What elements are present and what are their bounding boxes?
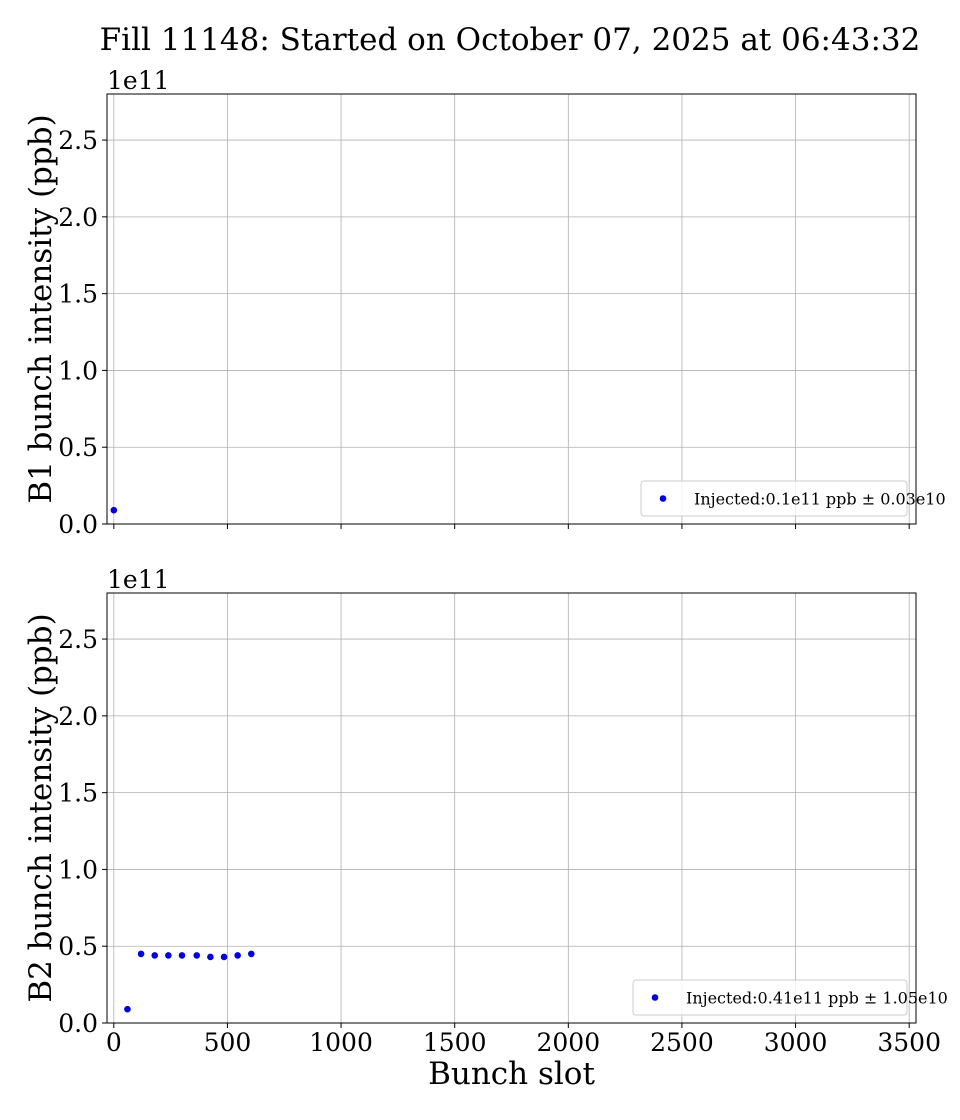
data-point xyxy=(165,952,172,959)
x-tick-label: 3500 xyxy=(877,1028,941,1057)
x-tick-label: 1000 xyxy=(309,1028,373,1057)
y-offset-text: 1e11 xyxy=(107,565,170,594)
y-tick-label: 0.5 xyxy=(58,433,98,462)
x-tick-label: 2000 xyxy=(536,1028,600,1057)
data-point xyxy=(151,952,159,959)
data-point xyxy=(220,953,228,961)
y-tick-label: 0.0 xyxy=(58,1009,98,1038)
y-tick-label: 2.0 xyxy=(58,203,98,232)
legend-box xyxy=(632,979,908,1016)
data-point xyxy=(234,952,241,959)
y-tick-label: 2.0 xyxy=(58,702,98,731)
data-point xyxy=(178,952,186,959)
data-point xyxy=(110,506,118,514)
y-axis-label: B1 bunch intensity (ppb) xyxy=(23,114,59,503)
x-tick-label: 1500 xyxy=(423,1028,487,1057)
data-point xyxy=(193,952,201,959)
legend-marker xyxy=(659,495,667,502)
x-axis-label: Bunch slot xyxy=(428,1056,595,1092)
y-tick-label: 1.0 xyxy=(58,855,98,884)
legend-label: Injected:0.41e11 ppb ± 1.05e10 xyxy=(686,989,948,1008)
y-tick-label: 1.0 xyxy=(58,356,98,385)
x-tick-label: 3000 xyxy=(764,1028,828,1057)
data-point xyxy=(137,950,145,958)
plot-area xyxy=(107,593,916,1023)
panel-b1: 0.0 0.5 1.0 1.5 2.0 2.5 1e11 B1 bunch intensity… xyxy=(23,66,946,539)
data-point xyxy=(124,1005,131,1013)
panel-b2: 0 500 1000 1500 2000 2500 3000 3500 0.0 0.5 1.0 1.5… xyxy=(23,565,948,1092)
y-offset-text: 1e11 xyxy=(107,66,170,95)
figure-title: Fill 11148: Started on October 07, 2025 … xyxy=(99,22,921,58)
axes-frame xyxy=(106,93,917,525)
data-point xyxy=(207,953,214,961)
x-tick-label: 0 xyxy=(106,1028,122,1057)
data-point xyxy=(248,950,255,958)
axes-frame xyxy=(106,592,917,1024)
legend-label: Injected:0.1e11 ppb ± 0.03e10 xyxy=(694,490,946,509)
y-tick-label: 1.5 xyxy=(58,280,98,309)
y-tick-label: 0.0 xyxy=(58,510,98,539)
plot-area xyxy=(107,94,916,524)
x-tick-label: 2500 xyxy=(650,1028,714,1057)
legend-box xyxy=(640,480,908,517)
x-tick-label: 500 xyxy=(204,1028,252,1057)
y-tick-label: 2.5 xyxy=(58,126,98,155)
legend-marker xyxy=(651,994,659,1001)
y-axis-label: B2 bunch intensity (ppb) xyxy=(23,613,59,1002)
y-tick-label: 2.5 xyxy=(58,625,98,654)
y-tick-label: 0.5 xyxy=(58,932,98,961)
y-tick-label: 1.5 xyxy=(58,779,98,808)
